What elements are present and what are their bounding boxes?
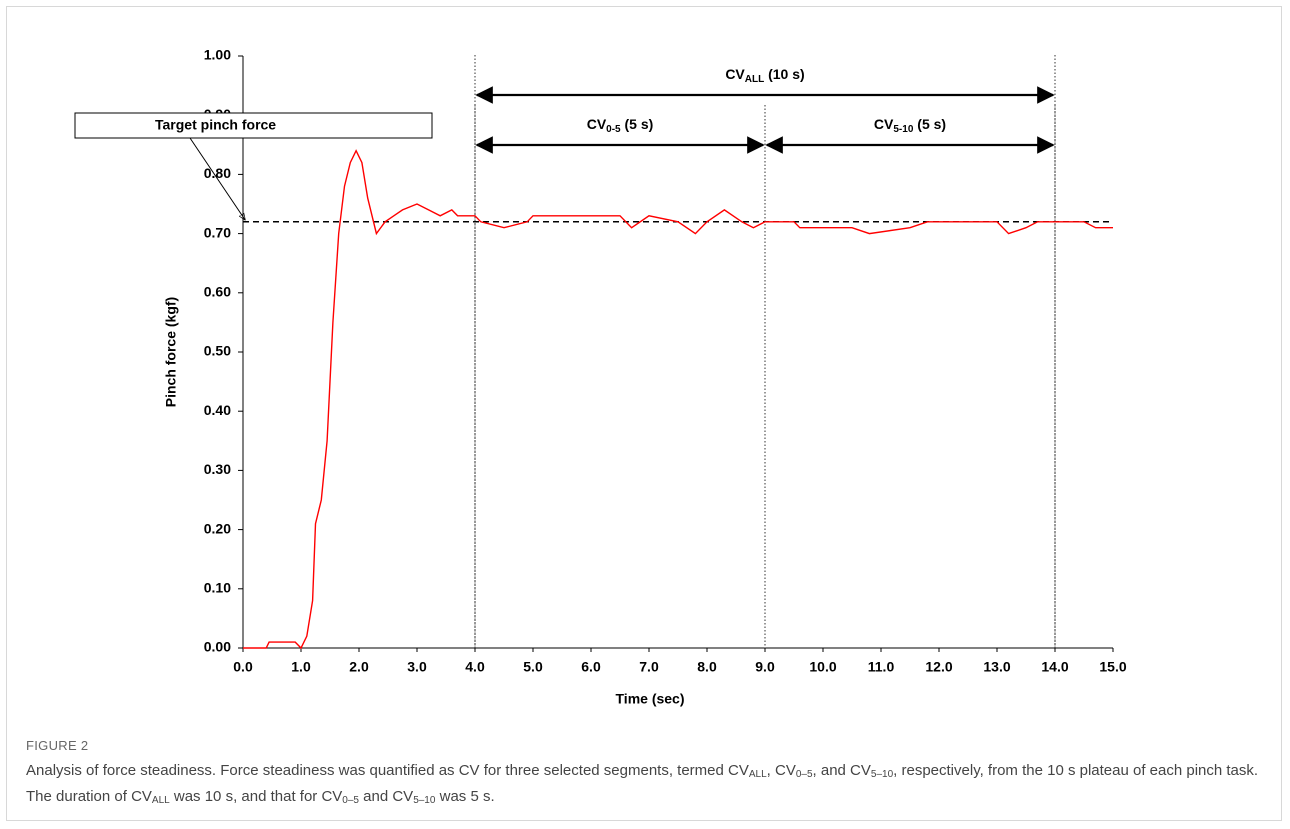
target-label: Target pinch force	[155, 117, 276, 133]
target-box	[74, 112, 433, 139]
y-tick-label: 0.60	[204, 284, 231, 300]
segment-suffix: (10 s)	[764, 66, 804, 82]
caption-text: was 10 s, and that for CV	[169, 788, 343, 805]
x-tick-label: 13.0	[983, 659, 1010, 675]
x-tick-label: 6.0	[581, 659, 601, 675]
caption-text: , CV	[766, 762, 796, 779]
x-tick-label: 1.0	[291, 659, 311, 675]
force-line	[243, 149, 1113, 650]
segment-suffix: (5 s)	[913, 116, 946, 132]
x-tick-label: 3.0	[407, 659, 427, 675]
y-tick-label: 0.40	[204, 402, 231, 418]
x-axis-title: Time (sec)	[616, 691, 685, 707]
segment-name: CV	[587, 116, 607, 132]
segment-label: CV0-5 (5 s)	[587, 116, 654, 135]
figure-label: FIGURE 2	[26, 738, 89, 753]
segment-name: CV	[874, 116, 894, 132]
caption-subscript: 5–10	[870, 769, 894, 780]
figure-frame	[6, 6, 1282, 821]
segment-sub: 0-5	[606, 124, 621, 135]
x-tick-label: 0.0	[233, 659, 253, 675]
y-tick-label: 0.00	[204, 639, 231, 655]
x-tick-label: 12.0	[925, 659, 952, 675]
x-tick-label: 4.0	[465, 659, 485, 675]
x-tick-label: 5.0	[523, 659, 543, 675]
chart: Pinch force (kgf) Time (sec) 0.00 0.10 0.2…	[74, 47, 1127, 707]
y-tick-label: 1.00	[204, 47, 231, 63]
caption-subscript: 0–5	[342, 795, 359, 806]
caption-subscript: 0–5	[795, 769, 813, 780]
segment-label: CVALL (10 s)	[725, 66, 804, 85]
segment-name: CV	[725, 66, 745, 82]
y-tick-label: 0.10	[204, 580, 231, 596]
x-tick-label: 14.0	[1041, 659, 1068, 675]
caption-text: and CV	[358, 788, 414, 805]
x-tick-label: 8.0	[697, 659, 717, 675]
x-tick-label: 10.0	[809, 659, 836, 675]
segment-sub: ALL	[745, 74, 764, 85]
y-tick-label: 0.50	[204, 343, 231, 359]
caption-subscript: ALL	[748, 769, 767, 780]
x-tick-label: 15.0	[1099, 659, 1126, 675]
x-tick-label: 9.0	[755, 659, 775, 675]
caption-text: Analysis of force steadiness. Force stea…	[26, 762, 749, 779]
y-tick-label: 0.20	[204, 520, 231, 536]
target-pointer	[189, 137, 245, 220]
caption-text: , and CV	[812, 762, 871, 779]
segment-suffix: (5 s)	[621, 116, 654, 132]
caption-subscript: 5–10	[413, 795, 436, 806]
segment-sub: 5-10	[893, 124, 913, 135]
caption: Analysis of force steadiness. Force stea…	[26, 760, 1266, 812]
x-tick-label: 2.0	[349, 659, 369, 675]
y-tick-label: 0.70	[204, 224, 231, 240]
caption-subscript: ALL	[151, 795, 170, 806]
segment-label: CV5-10 (5 s)	[874, 116, 946, 135]
caption-text: was 5 s.	[435, 788, 495, 805]
x-tick-label: 7.0	[639, 659, 659, 675]
y-axis-title: Pinch force (kgf)	[163, 297, 179, 407]
y-tick-label: 0.30	[204, 461, 231, 477]
x-tick-label: 11.0	[868, 659, 895, 675]
caption-text: , respectively, from the 10 s plateau of…	[26, 762, 1259, 805]
